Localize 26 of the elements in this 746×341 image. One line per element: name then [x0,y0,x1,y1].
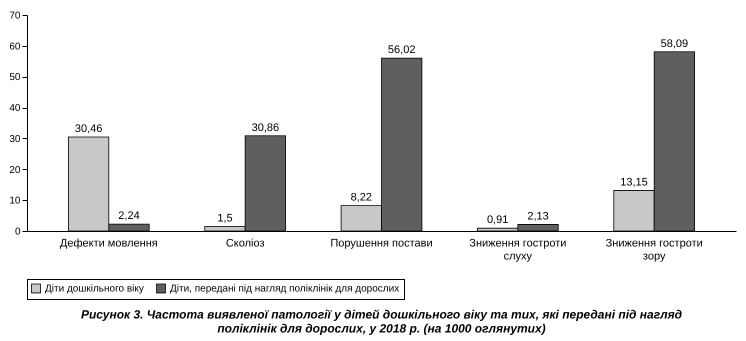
text: Рисунок 3. Частота виявленої патології у дітей дошкільного віку та тих, які передані під нагляд поліклінік для дорослих, у 2018 р. (на 1000 оглянутих) [80,308,682,336]
data-label: 2,13 [527,210,549,222]
x-tick-label: Дефекти мовлення [60,238,158,250]
data-label: 30,86 [252,122,280,134]
x-tick-label: Зниження гостроти слуху [469,238,566,262]
data-label: 2,24 [118,210,140,222]
x-tick-label: Сколіоз [226,238,264,250]
x-tick-label: Зниження гостроти зору [606,238,703,262]
y-tick-label: 10 [9,196,21,207]
data-label: 56,02 [388,44,416,56]
data-label: 13,15 [620,176,648,188]
data-label: 0,91 [486,214,508,226]
legend-label: Діти, передані під нагляд поліклінік для дорослих [170,283,400,294]
data-label: 30,46 [74,123,102,136]
data-label: 1,5 [217,212,233,224]
y-tick-label: 40 [9,103,21,114]
y-tick-label: 60 [9,41,21,52]
legend-label: Діти дошкільного віку [45,283,144,294]
y-tick-label: 20 [9,164,21,176]
data-label: 8,22 [350,192,372,204]
data-label: 58,09 [660,38,688,50]
x-tick-label: Порушення постави [330,238,433,250]
y-tick-label: 30 [9,134,21,145]
y-tick-label: 70 [9,10,21,22]
y-tick-label: 50 [9,72,21,84]
y-tick-label: 0 [14,226,21,238]
